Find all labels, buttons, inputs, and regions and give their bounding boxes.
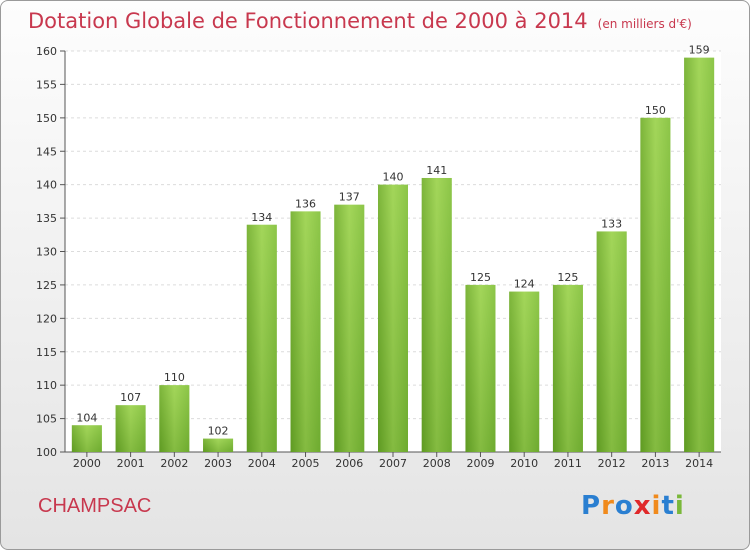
y-tick-label: 120: [36, 312, 57, 325]
bar-shade: [115, 405, 146, 452]
data-label: 104: [76, 411, 97, 424]
data-label: 125: [470, 271, 491, 284]
x-tick-label: 2006: [335, 457, 363, 470]
data-label: 110: [164, 371, 185, 384]
bar-shade: [203, 438, 234, 452]
chart-title-unit: (en milliers d'€): [597, 17, 692, 31]
data-label: 141: [426, 164, 447, 177]
logo-letter: r: [601, 491, 615, 521]
x-tick-label: 2012: [598, 457, 626, 470]
logo-letter: P: [581, 491, 602, 521]
y-tick-label: 100: [36, 446, 57, 459]
y-tick-label: 150: [36, 112, 57, 125]
x-tick-label: 2007: [379, 457, 407, 470]
bar-shade: [71, 425, 102, 452]
y-tick-label: 140: [36, 179, 57, 192]
bar-shade: [246, 224, 277, 452]
y-tick-label: 110: [36, 379, 57, 392]
chart-title: Dotation Globale de Fonctionnement de 20…: [28, 9, 692, 33]
bar-shade: [159, 385, 190, 452]
x-tick-label: 2009: [466, 457, 494, 470]
y-tick-label: 130: [36, 246, 57, 259]
bar-shade: [509, 291, 540, 452]
bar-shade: [378, 184, 408, 452]
x-tick-label: 2014: [685, 457, 713, 470]
x-tick-label: 2008: [423, 457, 451, 470]
logo-letter: o: [614, 491, 634, 521]
x-tick-label: 2011: [554, 457, 582, 470]
y-tick-label: 115: [36, 346, 57, 359]
data-label: 102: [208, 425, 229, 438]
bar-shade: [290, 211, 321, 452]
data-label: 159: [689, 44, 710, 57]
data-label: 107: [120, 391, 141, 404]
x-tick-label: 2010: [510, 457, 538, 470]
bar-shade: [465, 284, 496, 452]
logo-letter: i: [651, 491, 662, 521]
x-tick-label: 2000: [73, 457, 101, 470]
x-tick-label: 2003: [204, 457, 232, 470]
x-tick-label: 2005: [292, 457, 320, 470]
logo-letter: t: [661, 491, 675, 521]
data-label: 134: [251, 211, 272, 224]
x-tick-label: 2013: [641, 457, 669, 470]
data-label: 137: [339, 191, 360, 204]
data-label: 140: [383, 171, 404, 184]
chart-title-main: Dotation Globale de Fonctionnement de 20…: [28, 9, 588, 33]
logo-letter: x: [633, 491, 652, 521]
y-tick-label: 155: [36, 78, 57, 91]
commune-name: CHAMPSAC: [38, 495, 152, 517]
data-label: 125: [557, 271, 578, 284]
y-tick-label: 125: [36, 279, 57, 292]
bar-shade: [334, 204, 365, 452]
x-tick-label: 2004: [248, 457, 276, 470]
proxiti-logo: Proxiti: [581, 491, 685, 521]
bar-shade: [684, 57, 715, 452]
x-tick-label: 2002: [160, 457, 188, 470]
data-label: 150: [645, 104, 666, 117]
bar-shade: [640, 117, 671, 452]
logo-letter: i: [674, 491, 685, 521]
y-tick-label: 145: [36, 145, 57, 158]
x-tick-label: 2001: [117, 457, 145, 470]
y-tick-label: 135: [36, 212, 57, 225]
bar-shade: [596, 231, 627, 452]
bar-shade: [421, 177, 452, 452]
data-label: 124: [514, 278, 535, 291]
y-tick-label: 160: [36, 45, 57, 58]
data-label: 136: [295, 197, 316, 210]
bar-shade: [552, 284, 583, 452]
y-tick-label: 105: [36, 413, 57, 426]
data-label: 133: [601, 217, 622, 230]
